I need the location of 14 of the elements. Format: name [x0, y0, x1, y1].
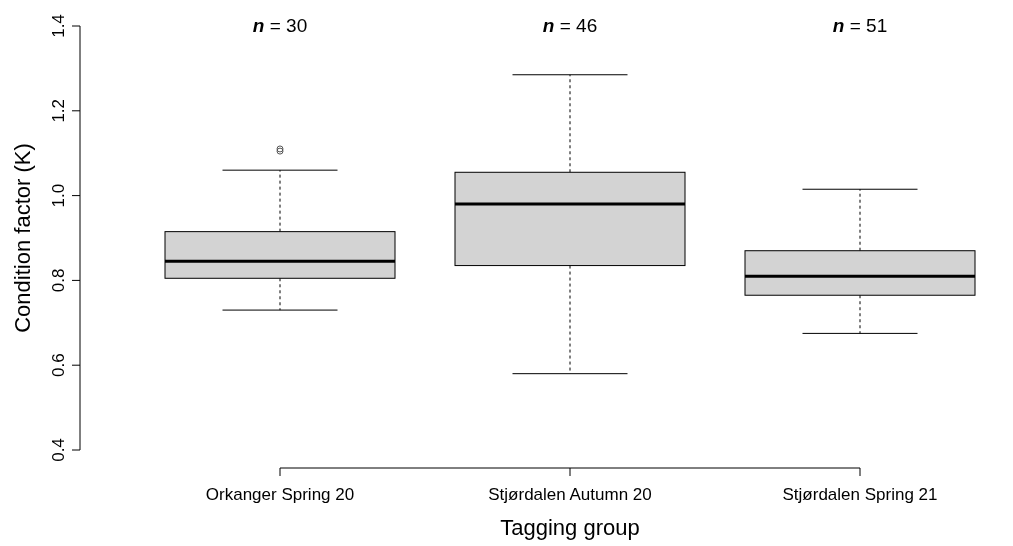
x-tick-label: Stjørdalen Spring 21 [782, 485, 938, 504]
y-tick-label: 0.6 [49, 353, 68, 378]
y-tick-label: 1.0 [49, 183, 68, 208]
x-tick-label: Orkanger Spring 20 [205, 485, 355, 504]
y-tick-label: 0.8 [49, 268, 68, 293]
x-tick-label: Stjørdalen Autumn 20 [488, 485, 652, 504]
annotation: n = 46 [542, 15, 598, 36]
annotation: n = 30 [252, 15, 308, 36]
y-tick-label: 1.2 [49, 98, 68, 123]
y-tick-label: 0.4 [49, 438, 68, 462]
x-axis-title: Tagging group [500, 515, 640, 540]
y-tick-label: 1.4 [49, 14, 68, 38]
annotation: n = 51 [832, 15, 888, 36]
y-axis-title: Condition factor (K) [10, 143, 35, 333]
